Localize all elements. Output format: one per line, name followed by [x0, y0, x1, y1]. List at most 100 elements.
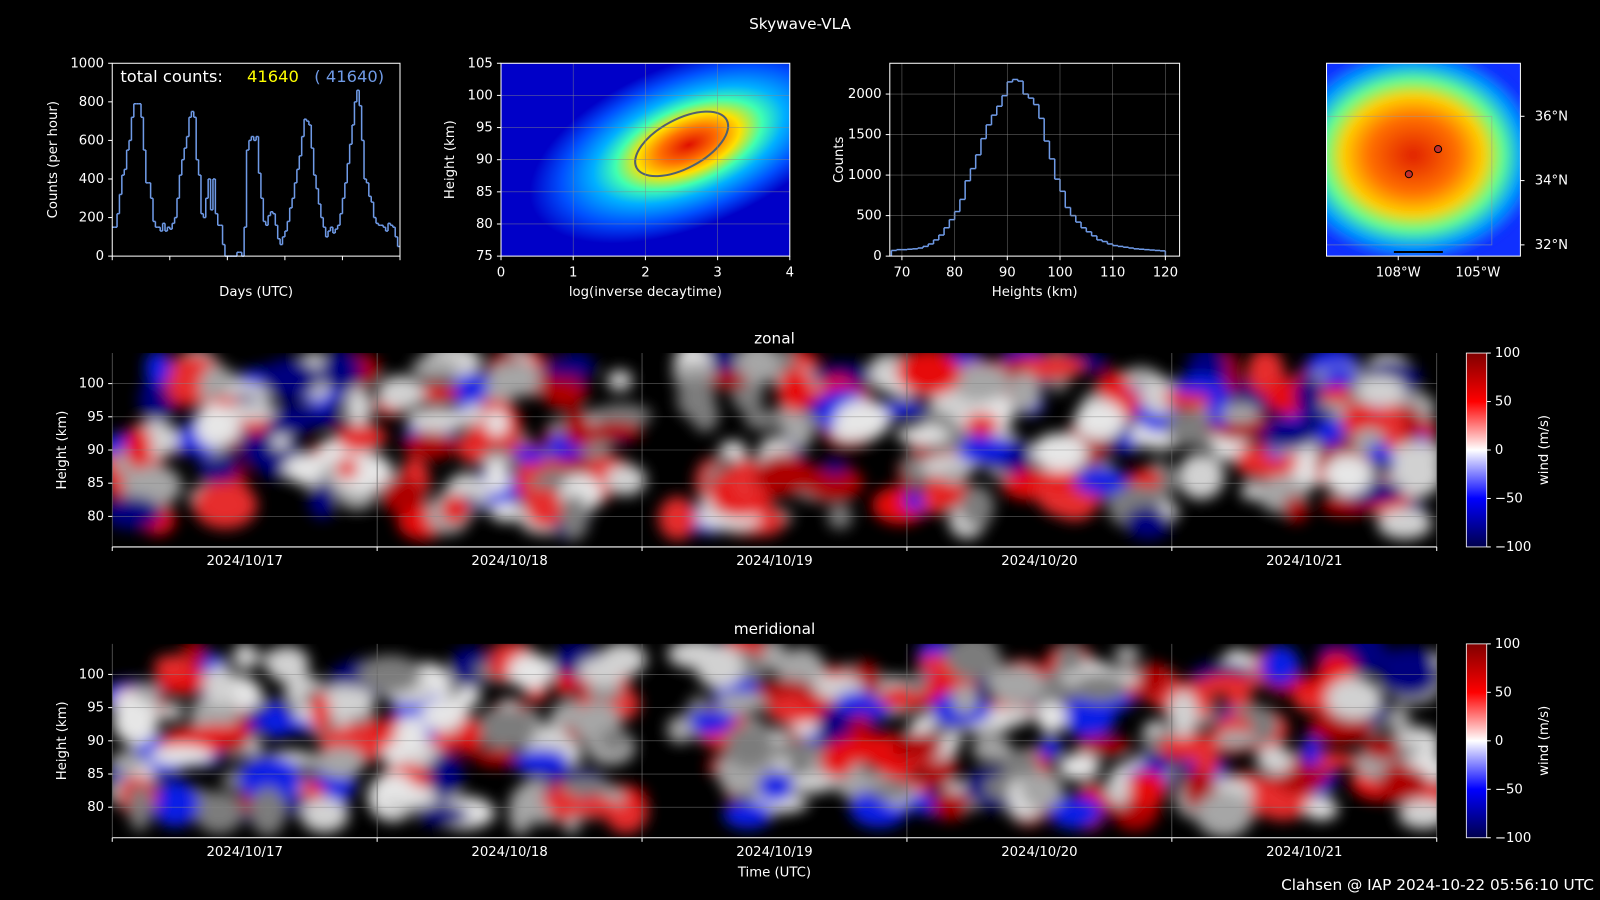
wind-blob: [1142, 376, 1178, 415]
y-tick-label: 80: [87, 800, 104, 815]
axes-frame: [1326, 62, 1521, 257]
wind-blob: [1126, 770, 1168, 807]
y-axis-label: Counts: [832, 136, 847, 182]
wind-blob: [607, 370, 633, 391]
wind-blob: [441, 494, 469, 524]
y-tick-label: 1000: [848, 168, 882, 183]
x-tick-label: 2024/10/18: [471, 554, 547, 569]
wind-blob: [1388, 705, 1411, 740]
panel-title: zonal: [754, 329, 795, 347]
y-tick-label: 36°N: [1535, 109, 1568, 124]
wind-blob: [1256, 745, 1294, 775]
wind-blob: [1197, 753, 1220, 775]
wind-blob: [125, 424, 152, 470]
wind-blob: [247, 716, 311, 734]
wind-blob: [1044, 466, 1076, 490]
y-axis-label: Height (km): [443, 120, 458, 199]
site: [1433, 145, 1443, 154]
wind-blob: [1075, 735, 1132, 757]
wind-blob: [420, 698, 470, 732]
wind-blob: [525, 486, 562, 529]
wind-blob: [195, 403, 233, 448]
wind-blob: [1314, 416, 1345, 447]
map: [1326, 63, 1521, 257]
wind-blob: [478, 706, 536, 735]
wind-blob: [762, 643, 787, 673]
wind-blob: [1367, 442, 1391, 464]
heatmap: [501, 63, 790, 257]
x-tick-label: 4: [786, 265, 794, 280]
wind-blob: [676, 376, 716, 421]
axes-frame: [889, 62, 1181, 257]
wind-blob: [772, 740, 825, 761]
wind-blob: [1307, 713, 1373, 744]
wind-blob: [554, 672, 577, 696]
wind-blob: [1215, 729, 1256, 749]
wind-blob: [293, 753, 352, 771]
wind-blob: [1221, 402, 1260, 423]
y-tick-label: 85: [476, 185, 493, 200]
wind-blob: [785, 773, 836, 794]
wind-blob: [725, 724, 775, 769]
y-tick-label: 75: [476, 249, 493, 264]
x-tick-label: 70: [893, 265, 910, 280]
y-tick-label: 32°N: [1535, 238, 1568, 253]
y-tick-label: 0: [873, 249, 881, 264]
wind-blob: [788, 408, 814, 449]
wind-blob: [394, 715, 427, 756]
x-tick-label: 0: [497, 265, 505, 280]
wind-blob: [402, 431, 458, 460]
wind-blob: [513, 748, 570, 776]
wind-blob: [931, 789, 970, 821]
wind-blob: [406, 406, 471, 433]
contour: [634, 110, 730, 178]
x-tick-label: 110: [1100, 265, 1125, 280]
wind-blob: [578, 657, 629, 685]
wind-blob: [238, 754, 303, 803]
wind-blob: [489, 503, 526, 522]
wind-blob: [1185, 409, 1207, 437]
wind-blob: [542, 360, 586, 378]
x-axis-label: Time (UTC): [737, 865, 811, 880]
y-tick-label: 80: [476, 217, 493, 232]
x-tick-label: 105°W: [1455, 265, 1500, 280]
site: [1404, 170, 1413, 179]
footer: Clahsen @ IAP 2024-10-22 05:56:10 UTC: [1281, 876, 1594, 894]
wind-blob: [1072, 674, 1128, 703]
wind-blob: [682, 710, 732, 735]
colorbar-tick-label: 100: [1495, 637, 1520, 652]
wind-blob: [776, 368, 815, 413]
wind-blob: [1055, 643, 1085, 673]
wind-blob: [1108, 764, 1130, 806]
x-tick-label: 2024/10/21: [1266, 554, 1342, 569]
wind-blob: [723, 800, 773, 829]
wind-blob: [428, 751, 463, 801]
y-axis-label: Height (km): [55, 701, 70, 780]
annotation: ( 41640): [314, 67, 384, 86]
wind-blob: [375, 785, 438, 805]
wind-blob: [1057, 753, 1101, 781]
colorbar-tick-label: 100: [1495, 346, 1520, 361]
wind-blob: [1177, 453, 1225, 500]
wind-blob: [453, 685, 482, 708]
wind-blob: [743, 409, 782, 430]
wind-blob: [266, 646, 310, 683]
wind-blob: [1361, 736, 1401, 761]
wind-blob: [188, 724, 251, 742]
colorbar-tick-label: 50: [1495, 685, 1512, 700]
annotation: 41640: [247, 67, 299, 86]
wind-blob: [1323, 455, 1372, 496]
y-tick-label: 500: [856, 209, 881, 224]
x-axis-label: log(inverse decaytime): [569, 285, 722, 300]
wind-field: [112, 643, 1437, 838]
wind-blob: [239, 423, 275, 468]
wind-blob: [508, 787, 533, 835]
y-tick-label: 0: [96, 249, 104, 264]
x-tick-label: 80: [946, 265, 963, 280]
map-box: [1326, 115, 1493, 246]
wind-blob: [757, 771, 794, 803]
panel-title: meridional: [734, 620, 816, 638]
wind-blob: [735, 353, 780, 385]
wind-blob: [754, 453, 814, 496]
